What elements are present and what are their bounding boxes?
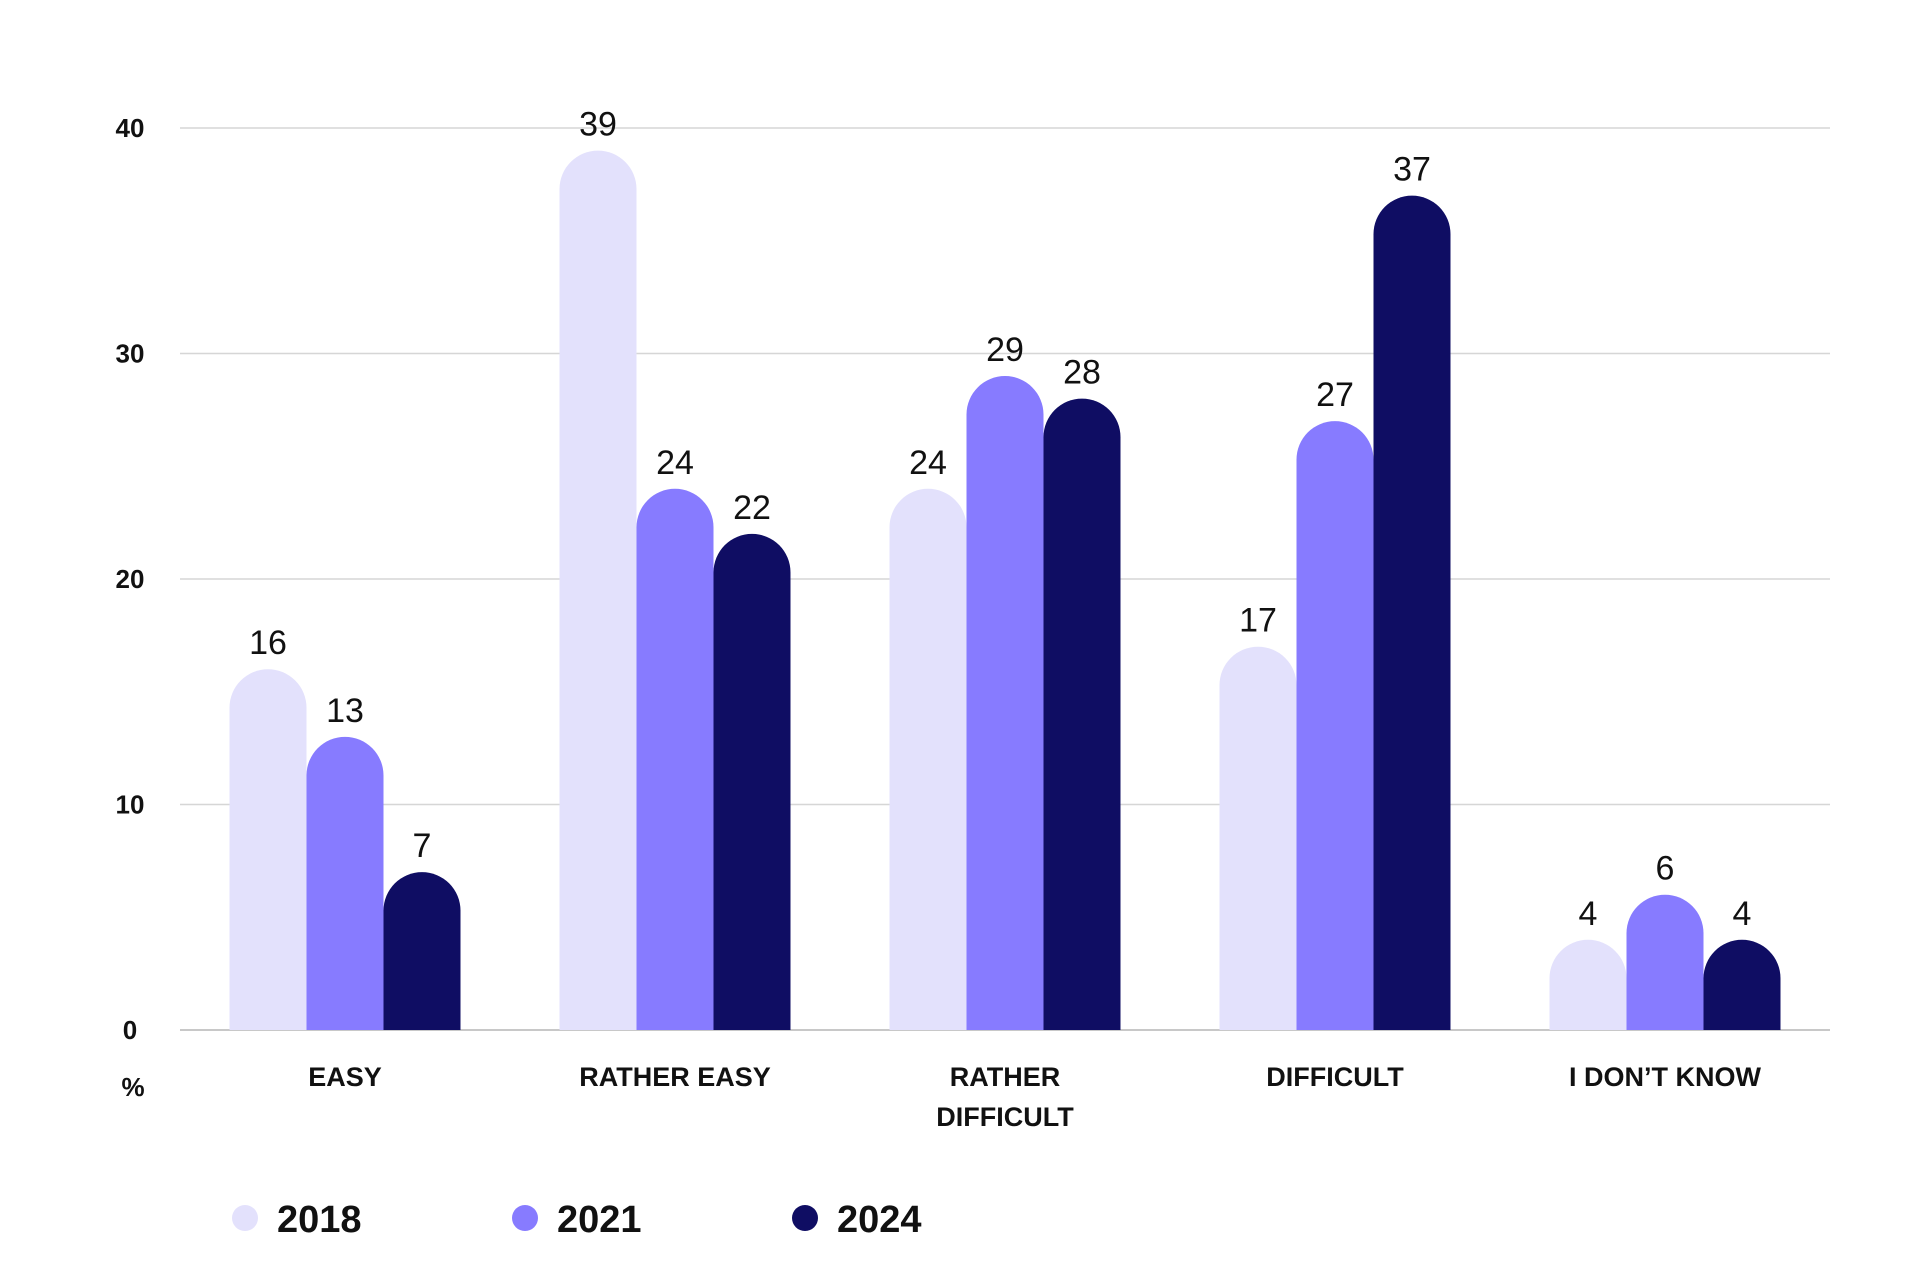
data-label: 24: [656, 444, 694, 482]
data-label: 7: [413, 827, 432, 865]
y-tick-label: 10: [116, 790, 145, 820]
legend-label: 2018: [277, 1199, 362, 1241]
bar-2021: [966, 376, 1044, 1030]
bar-2021: [1626, 894, 1704, 1030]
legend-swatch: [232, 1205, 258, 1231]
bar-2024: [1043, 398, 1121, 1031]
y-tick-label: 30: [116, 339, 145, 369]
data-label: 16: [249, 624, 287, 662]
bar-2024: [1373, 195, 1451, 1030]
x-category-label: EASY: [308, 1062, 382, 1092]
bar-2024: [1703, 939, 1781, 1030]
data-label: 6: [1656, 850, 1675, 888]
legend-label: 2024: [837, 1199, 922, 1241]
y-axis-unit-label: %: [121, 1072, 144, 1102]
legend-swatch: [512, 1205, 538, 1231]
data-label: 17: [1239, 602, 1277, 640]
x-category-label: I DON’T KNOW: [1569, 1062, 1761, 1092]
data-label: 4: [1733, 895, 1752, 933]
y-axis-ticks: 0 10 20 30 40: [116, 113, 145, 1045]
bar-2018: [229, 669, 307, 1030]
bar-2018: [1219, 646, 1297, 1030]
data-label: 13: [326, 692, 364, 730]
data-label: 24: [909, 444, 947, 482]
data-label: 39: [579, 106, 617, 144]
legend-label: 2021: [557, 1199, 642, 1241]
data-label: 27: [1316, 376, 1354, 414]
bar-2018: [889, 488, 967, 1031]
data-label: 29: [986, 331, 1024, 369]
bar-2018: [559, 150, 637, 1030]
bar-2021: [306, 736, 384, 1030]
data-label: 37: [1393, 151, 1431, 189]
x-category-label: RATHER: [950, 1062, 1061, 1092]
x-category-label: RATHER EASY: [579, 1062, 771, 1092]
bar-2021: [636, 488, 714, 1031]
legend-swatch: [792, 1205, 818, 1231]
data-label: 22: [733, 489, 771, 527]
bar-2024: [383, 872, 461, 1030]
x-category-label: DIFFICULT: [1266, 1062, 1404, 1092]
bar-2018: [1549, 939, 1627, 1030]
data-label: 4: [1579, 895, 1598, 933]
y-tick-label: 0: [123, 1015, 137, 1045]
x-category-label: DIFFICULT: [936, 1102, 1074, 1132]
legend: 2018 2021 2024: [232, 1199, 922, 1241]
value-labels: 16 13 7 39 24 22 24 29 28 17 27 37 4 6 4: [249, 106, 1751, 933]
category-labels: EASY RATHER EASY RATHER DIFFICULT DIFFICULT I…: [308, 1062, 1761, 1132]
y-tick-label: 40: [116, 113, 145, 143]
bar-2021: [1296, 421, 1374, 1030]
data-label: 28: [1063, 354, 1101, 392]
y-tick-label: 20: [116, 564, 145, 594]
bars: [229, 150, 1781, 1031]
bar-2024: [713, 533, 791, 1030]
